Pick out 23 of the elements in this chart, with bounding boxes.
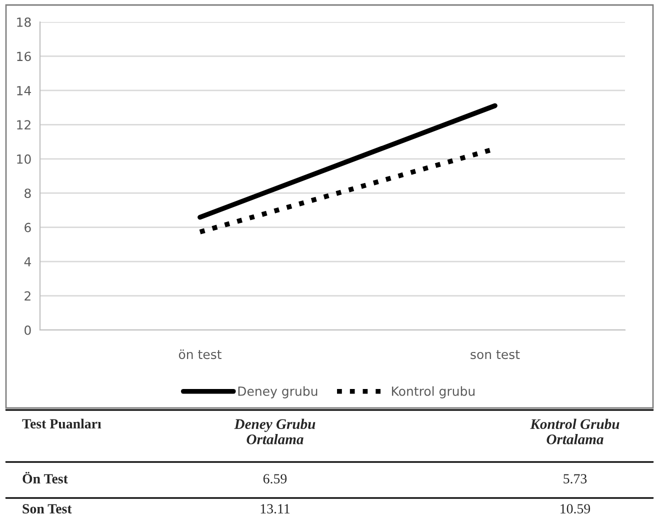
text: Son Test	[22, 504, 72, 514]
x-tick-label: son test	[470, 350, 520, 360]
y-tick-label: 6	[24, 222, 31, 232]
y-tick-label: 8	[24, 188, 31, 198]
text: Test Puanları	[22, 418, 102, 429]
y-tick-label: 12	[17, 120, 30, 130]
y-tick-label: 14	[17, 86, 31, 96]
y-tick-label: 4	[24, 257, 31, 266]
text: 13.11	[260, 504, 290, 514]
text: 5.73	[564, 474, 587, 484]
y-tick-label: 2	[24, 291, 30, 301]
text: 6.59	[263, 474, 287, 484]
legend-label: Deney grubu	[238, 386, 318, 398]
text: Kontrol Grubu Ortalama	[530, 418, 620, 444]
text: 10.59	[560, 504, 590, 514]
y-tick-label: 10	[17, 154, 31, 164]
text: Ön Test	[22, 472, 68, 484]
legend-label: Kontrol grubu	[392, 386, 474, 398]
y-tick-label: 18	[17, 17, 31, 27]
x-tick-label: ön test	[178, 349, 222, 360]
text: Deney Grubu Ortalama	[234, 418, 316, 444]
y-tick-label: 0	[24, 325, 31, 335]
y-tick-label: 16	[17, 52, 31, 62]
